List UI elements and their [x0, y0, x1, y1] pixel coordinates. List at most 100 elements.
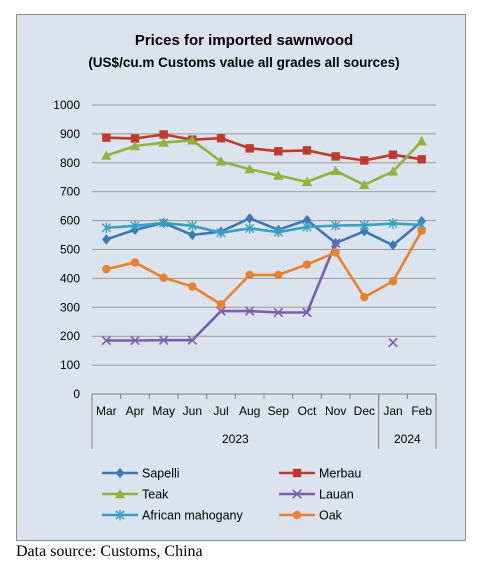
x-tick-label: Sep	[268, 404, 290, 418]
y-tick-label: 0	[73, 387, 80, 401]
data-point	[273, 226, 284, 238]
data-point	[216, 134, 226, 143]
data-point	[301, 176, 313, 187]
data-point	[302, 214, 312, 226]
data-point	[273, 170, 284, 180]
year-group-label: 2024	[394, 432, 421, 446]
data-point	[101, 335, 112, 346]
data-point	[130, 134, 140, 143]
x-tick-label: Jul	[213, 404, 228, 418]
data-point	[359, 179, 370, 189]
year-group-label: 2023	[222, 432, 249, 446]
data-point	[245, 213, 254, 224]
data-point	[130, 258, 140, 267]
data-point	[245, 144, 254, 153]
legend-label: Lauan	[319, 488, 354, 502]
data-point	[188, 229, 197, 241]
y-tick-label: 700	[60, 185, 80, 199]
data-point	[359, 220, 370, 231]
y-tick-label: 200	[60, 329, 80, 343]
x-tick-label: Jun	[183, 404, 202, 418]
data-point	[159, 273, 168, 283]
data-point	[302, 307, 312, 318]
source-note: Data source: Customs, China	[16, 543, 203, 560]
data-point	[101, 150, 112, 160]
legend-label: African mahogany	[142, 509, 244, 523]
data-point	[388, 218, 398, 229]
series-merbau	[102, 130, 426, 165]
series-line	[106, 221, 422, 234]
legend-entry: Sapelli	[102, 467, 180, 481]
data-point	[360, 156, 369, 165]
legend-label: Teak	[142, 488, 169, 502]
data-point	[387, 166, 399, 176]
y-tick-label: 100	[60, 358, 80, 372]
data-point	[388, 337, 398, 348]
series-african-mahogany	[101, 217, 427, 238]
chart-title: Prices for imported sawnwood	[135, 32, 353, 49]
data-point	[102, 234, 111, 245]
legend-entry: Lauan	[279, 488, 354, 502]
series-lines	[101, 130, 427, 348]
legend-label: Sapelli	[142, 467, 180, 481]
data-point	[102, 264, 111, 274]
legend-marker	[115, 467, 125, 479]
x-tick-label: Jan	[383, 404, 402, 418]
data-point	[187, 220, 198, 232]
data-point	[216, 227, 226, 238]
y-tick-label: 900	[60, 127, 80, 141]
data-point	[158, 335, 169, 346]
data-point	[216, 300, 226, 309]
data-point	[130, 220, 140, 232]
data-point	[187, 135, 198, 145]
series-line	[105, 139, 423, 187]
legend-marker	[115, 509, 125, 521]
legend-marker	[292, 510, 302, 520]
data-point	[244, 163, 255, 174]
series-teak	[101, 135, 427, 189]
y-tick-label: 800	[60, 156, 80, 170]
legend-entry: Oak	[279, 509, 343, 523]
x-tick-label: Feb	[411, 404, 432, 418]
x-tick-label: Mar	[96, 404, 117, 418]
y-tick-label: 500	[60, 243, 80, 257]
data-point	[388, 150, 398, 159]
data-point	[417, 226, 426, 235]
data-point	[188, 282, 197, 291]
data-point	[360, 226, 369, 237]
x-tick-label: Aug	[239, 404, 260, 418]
data-point	[102, 133, 111, 142]
data-point	[130, 335, 140, 346]
legend-entry: Merbau	[279, 467, 361, 481]
y-tick-label: 400	[60, 271, 80, 285]
legend-entry: African mahogany	[102, 509, 244, 523]
data-point	[273, 307, 284, 318]
data-point	[388, 239, 398, 251]
data-point	[159, 130, 168, 139]
legend-marker	[292, 489, 302, 499]
axes: 0 100 200 300 400 500 600 700 800 900 1000 Mar Apr Ma…	[53, 98, 437, 449]
data-point	[129, 140, 141, 151]
gridlines	[92, 104, 436, 395]
series-line	[106, 133, 422, 162]
data-point	[101, 222, 112, 234]
data-point	[244, 306, 255, 316]
data-point	[330, 165, 341, 176]
series-lauan	[101, 238, 398, 348]
data-point	[330, 220, 341, 231]
legend-entry: Teak	[102, 488, 169, 502]
data-point	[331, 152, 340, 161]
data-point	[158, 217, 169, 229]
data-point	[302, 260, 312, 269]
data-point	[245, 270, 254, 280]
data-point	[388, 277, 398, 286]
legend-label: Oak	[319, 509, 343, 523]
legend-label: Merbau	[319, 467, 361, 481]
data-point	[274, 147, 283, 156]
legend-marker	[114, 488, 126, 499]
x-tick-label: May	[152, 404, 175, 418]
data-point	[331, 248, 340, 257]
series-oak	[102, 226, 426, 309]
series-line	[106, 230, 423, 306]
data-point	[244, 223, 255, 234]
